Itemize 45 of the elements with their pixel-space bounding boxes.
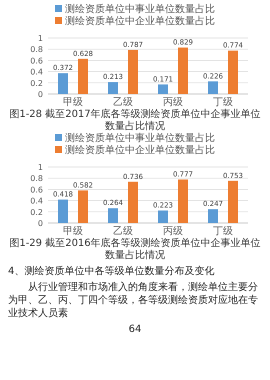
bar [208, 209, 218, 223]
y-tick-label: 0.2 [30, 78, 43, 88]
bar [58, 73, 68, 94]
x-tick-label: 甲级 [63, 96, 83, 108]
x-tick-label: 丙级 [163, 96, 183, 108]
text: 4、测绘资质单位中各等级单位数量分布及变化 [8, 265, 216, 278]
bar [128, 50, 138, 94]
text: 图1-28 截至2017年底各等级测绘资质单位中企事业单位数量占比情况 [8, 109, 262, 132]
legend-label: 测绘资质单位中事业单位数量占比 [65, 133, 215, 144]
y-tick-label: 0 [38, 90, 43, 99]
x-tick-label: 甲级 [63, 225, 83, 237]
x-tick-label: 丙级 [163, 225, 183, 237]
x-tick-label: 乙级 [113, 225, 133, 237]
bar [128, 182, 138, 223]
bar [58, 200, 68, 223]
bar [78, 190, 88, 223]
bar [208, 81, 218, 94]
y-tick-label: 0.2 [30, 208, 43, 217]
bar [158, 84, 168, 94]
bar [178, 48, 188, 94]
y-tick-label: 1 [38, 34, 43, 43]
bar [228, 180, 238, 223]
x-tick-label: 乙级 [113, 96, 133, 108]
text: 图1-29 截至2016年底各等级测绘资质单位中企事业单位数量占比情况 [8, 238, 262, 262]
bar [108, 208, 118, 223]
y-tick-label: 0.8 [30, 45, 43, 54]
y-tick-label: 0 [38, 219, 43, 228]
x-tick-label: 丁级 [213, 225, 233, 237]
bar [158, 210, 168, 223]
y-tick-label: 0.6 [30, 56, 43, 66]
y-tick-label: 0.4 [30, 68, 43, 77]
legend-label: 测绘资质单位中事业单位数量占比 [65, 4, 215, 15]
y-tick-label: 0.8 [30, 174, 43, 184]
bar [108, 82, 118, 94]
text: 64 [128, 323, 142, 336]
x-tick-label: 丁级 [213, 96, 233, 108]
bar [228, 50, 238, 94]
bar [178, 179, 188, 223]
y-tick-label: 1 [38, 163, 43, 172]
legend-label: 测绘资质单位中企业单位数量占比 [65, 145, 215, 156]
y-tick-label: 0.6 [30, 185, 43, 194]
legend-label: 测绘资质单位中企业单位数量占比 [65, 16, 215, 27]
bar [78, 58, 88, 94]
y-tick-label: 0.4 [30, 196, 43, 206]
text: 从行业管理和市场准入的角度来看，测绘单位主要分为甲、乙、丙、丁四个等级，各等级测绘资质对应地在专业技术人员素 [8, 281, 259, 320]
